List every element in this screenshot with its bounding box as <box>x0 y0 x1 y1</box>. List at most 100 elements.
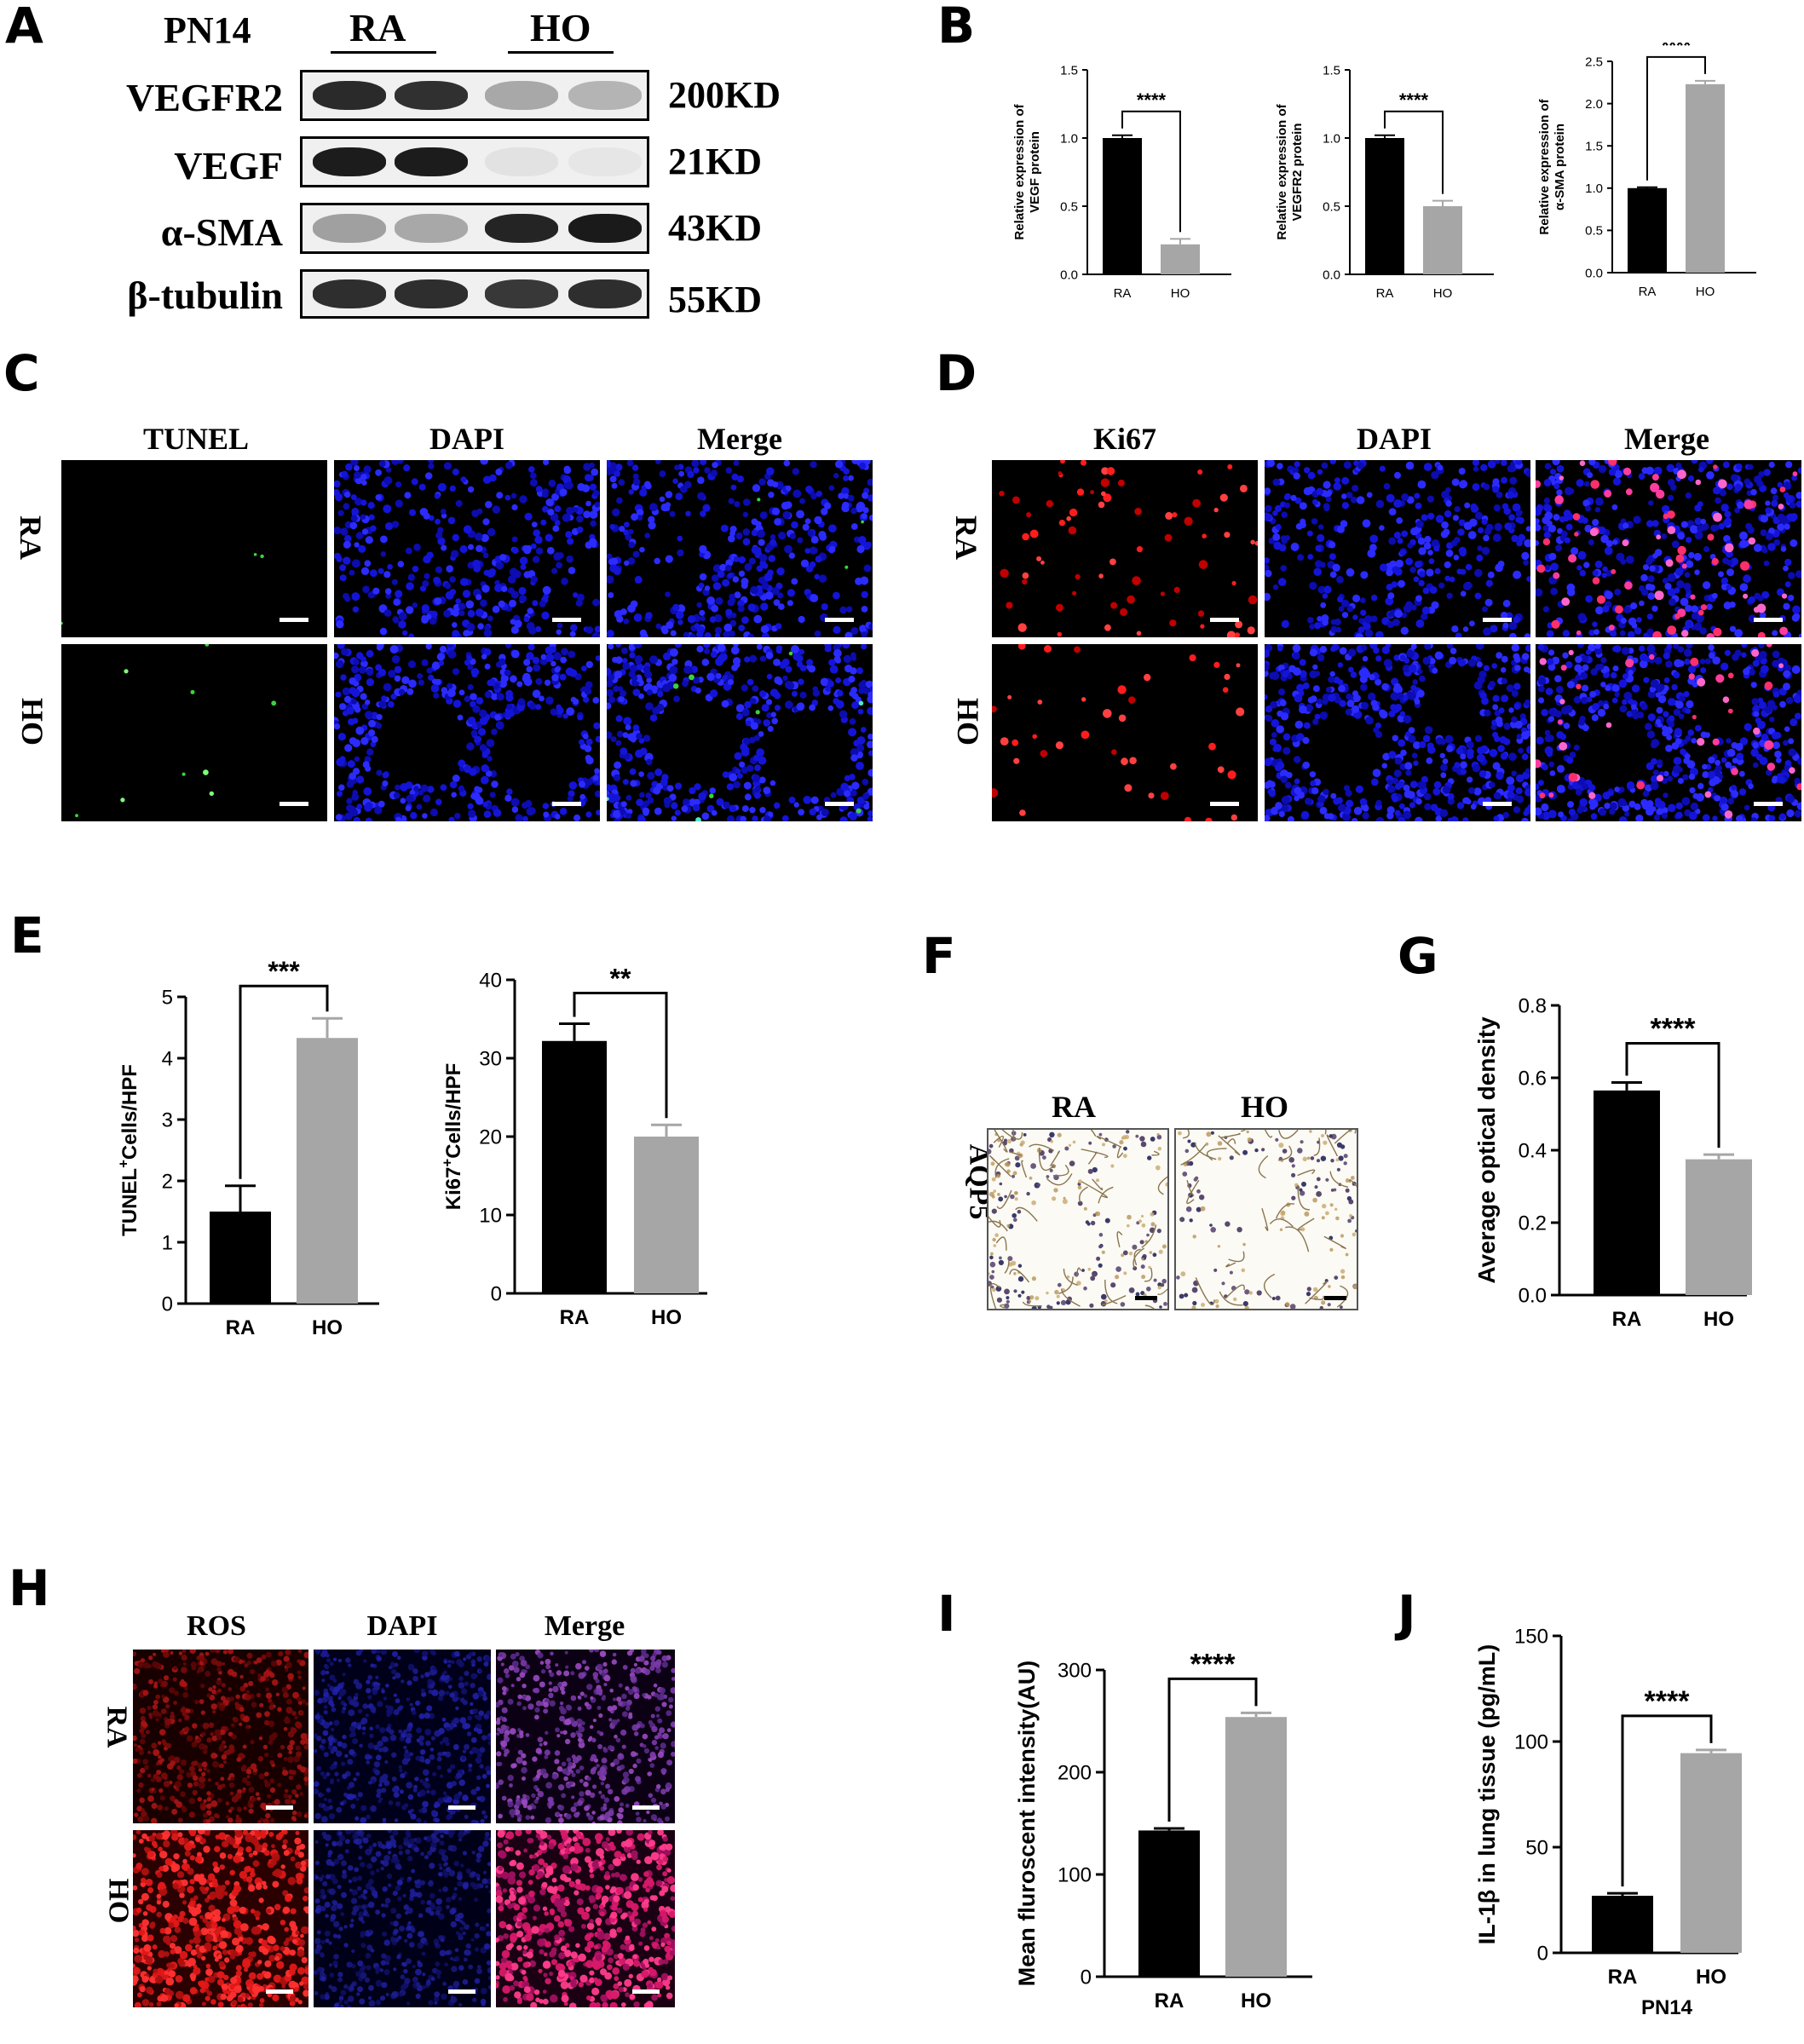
y-tick-label: 100 <box>1514 1730 1548 1753</box>
x-tick-label: RA <box>1608 1966 1638 1989</box>
blot-group-ra-label: RA <box>349 6 406 49</box>
blot-group-ra-underline <box>331 51 436 54</box>
bar-chart-asma: 0.0 0.5 1.0 1.5 2.0 2.5 RA HO **** Relative expre… <box>1539 43 1756 299</box>
significance-stars: **** <box>1662 43 1692 56</box>
bar-ho <box>1225 1717 1287 1977</box>
scale-bar <box>266 1805 293 1810</box>
micrograph-texture <box>496 1830 675 2007</box>
x-tick-label: RA <box>1612 1308 1642 1331</box>
panel-h-col-label-merge: Merge <box>544 1610 625 1642</box>
panel-f-col-label-ho: HO <box>1241 1090 1289 1124</box>
y-tick-label: 0.6 <box>1519 1067 1547 1090</box>
y-tick-label: 0.5 <box>1060 199 1078 214</box>
y-tick-label: 2.0 <box>1585 97 1603 112</box>
x-tick-label: RA <box>1114 286 1132 301</box>
y-tick-label: 3 <box>162 1108 173 1131</box>
significance-stars: **** <box>1399 89 1429 111</box>
significance-bracket <box>1167 1677 1258 1822</box>
x-tick-label: RA <box>1639 285 1657 299</box>
y-axis-label: TUNEL+Cells/HPF <box>115 1064 141 1236</box>
image-dapi-ho <box>334 644 600 821</box>
y-axis-label-line1: Relative expression of <box>1277 103 1289 239</box>
y-tick-label: 1.0 <box>1060 131 1078 146</box>
micrograph-texture <box>1176 1130 1357 1309</box>
micrograph-texture <box>1536 460 1801 637</box>
image-dapi-h-ho <box>314 1830 491 2007</box>
y-tick-label: 40 <box>479 969 502 992</box>
y-tick-label: 0.8 <box>1519 994 1547 1017</box>
image-merge-ra <box>607 460 873 637</box>
y-tick-label: 0.0 <box>1585 266 1603 280</box>
bar-ho <box>297 1038 358 1304</box>
panel-h-row-label-ho: HO <box>102 1878 135 1924</box>
scale-bar <box>1210 802 1239 806</box>
significance-stars: **** <box>1651 1013 1697 1045</box>
image-dapi-ra <box>334 460 600 637</box>
y-axis-label: Mean fluroscent intensity(AU) <box>1014 1661 1040 1987</box>
micrograph-texture <box>334 460 600 637</box>
y-axis-label-line1: Relative expression of <box>1014 103 1027 239</box>
scale-bar <box>280 618 308 622</box>
panel-label-h: H <box>9 1559 50 1617</box>
panel-h-col-label-ros: ROS <box>187 1610 246 1642</box>
scale-bar <box>1483 802 1512 806</box>
micrograph-texture <box>1536 644 1801 821</box>
blot-timepoint-label: PN14 <box>164 9 251 51</box>
scale-bar <box>632 1805 660 1810</box>
blot-size-vegfr2: 200KD <box>668 74 781 116</box>
y-axis-label-line1: Relative expression of <box>1539 98 1552 234</box>
scale-bar <box>280 802 308 806</box>
bar-ho <box>1686 1159 1752 1295</box>
micrograph-texture <box>61 644 327 821</box>
image-merge-h-ra <box>496 1650 675 1823</box>
image-dapi-d-ho <box>1265 644 1530 821</box>
blot-strip-vegfr2 <box>300 70 649 121</box>
y-tick-label: 150 <box>1514 1625 1548 1648</box>
scale-bar <box>825 802 854 806</box>
panel-label-d: D <box>936 344 977 402</box>
y-axis-label-line2: VEGFR2 protein <box>1290 123 1305 221</box>
blot-group-ho-underline <box>508 51 614 54</box>
y-tick-label: 0.4 <box>1519 1139 1547 1162</box>
panel-label-i: I <box>937 1585 956 1643</box>
y-tick-label: 2.5 <box>1585 55 1603 69</box>
micrograph-texture <box>133 1830 308 2007</box>
micrograph-texture <box>496 1650 675 1823</box>
blot-strip-vegf <box>300 136 649 187</box>
significance-bracket <box>1621 1714 1713 1887</box>
panel-label-b: B <box>937 0 976 55</box>
significance-bracket <box>1646 55 1706 181</box>
scale-bar <box>1135 1296 1157 1300</box>
scale-bar <box>1210 618 1239 622</box>
x-axis-label: PN14 <box>1641 1996 1693 2019</box>
bar-ho <box>1680 1753 1742 1953</box>
y-tick-label: 30 <box>479 1047 502 1070</box>
x-tick-label: RA <box>1155 1989 1184 2012</box>
micrograph-texture <box>607 644 873 821</box>
y-tick-label: 0.2 <box>1519 1212 1547 1235</box>
bar-ra <box>542 1040 607 1293</box>
panel-c-col-label-tunel: TUNEL <box>142 422 250 456</box>
y-tick-label: 1.5 <box>1585 139 1603 153</box>
micrograph-texture <box>314 1650 491 1823</box>
micrograph-texture <box>133 1650 308 1823</box>
y-axis-label: Average optical density <box>1473 1016 1500 1284</box>
bar-chart-ros-intensity: 0 100 200 300 RA HO **** Mean fluroscent intens… <box>1014 1648 1312 2012</box>
panel-c-row-label-ra: RA <box>14 515 48 560</box>
x-tick-label: RA <box>1376 286 1394 301</box>
x-tick-label: HO <box>651 1306 682 1329</box>
panel-d-col-label-merge: Merge <box>1624 422 1709 456</box>
image-aqp5-ho <box>1174 1128 1358 1310</box>
significance-bracket <box>573 992 668 1119</box>
panel-d-row-label-ho: HO <box>951 697 986 746</box>
image-merge-h-ho <box>496 1830 675 2007</box>
image-dapi-d-ra <box>1265 460 1530 637</box>
image-merge-d-ra <box>1536 460 1801 637</box>
image-merge-ho <box>607 644 873 821</box>
image-ros-ra <box>133 1650 308 1823</box>
micrograph-texture <box>314 1830 491 2007</box>
panel-c-col-label-dapi: DAPI <box>429 422 504 456</box>
y-tick-label: 1.5 <box>1060 63 1078 78</box>
panel-f-col-label-ra: RA <box>1052 1090 1096 1124</box>
y-tick-label: 100 <box>1058 1863 1092 1886</box>
